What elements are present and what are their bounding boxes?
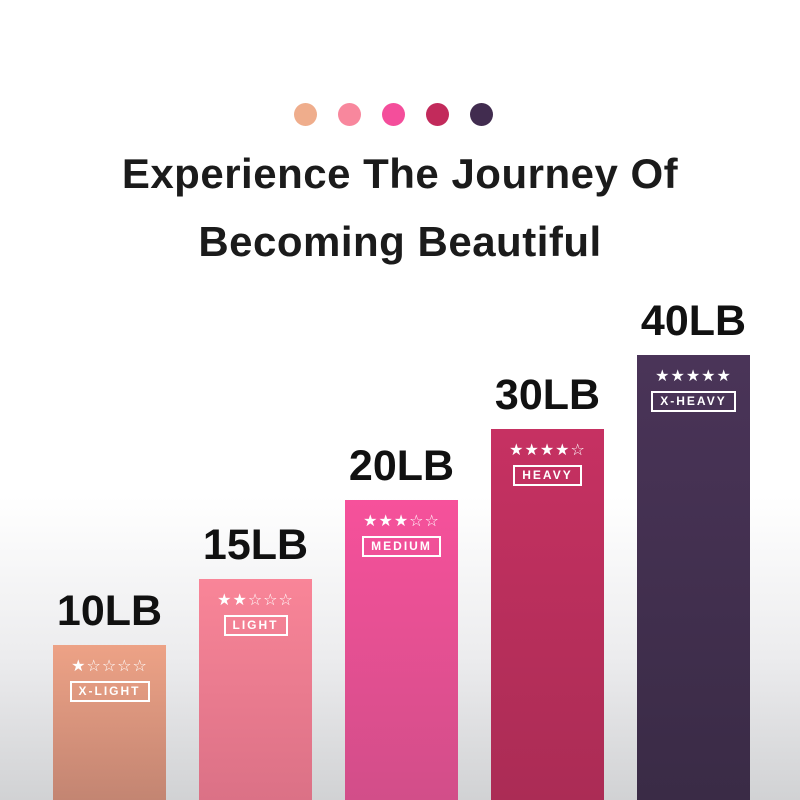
palette-dots	[294, 103, 493, 126]
palette-dot-3	[382, 103, 405, 126]
bar-20lb: ★★★☆☆ MEDIUM	[345, 500, 458, 800]
resistance-badge: HEAVY	[513, 465, 582, 486]
palette-dot-4	[426, 103, 449, 126]
title-line-2: Becoming Beautiful	[198, 218, 602, 265]
title-line-1: Experience The Journey Of	[121, 150, 679, 197]
star-rating: ★★★★★	[655, 366, 732, 385]
weight-label: 30LB	[494, 371, 601, 419]
resistance-badge: X-HEAVY	[651, 391, 736, 412]
bar-chart: 10LB ★☆☆☆☆ X-LIGHT 15LB ★★☆☆☆ LIGHT 20LB…	[53, 299, 750, 800]
resistance-badge: LIGHT	[223, 615, 288, 636]
bar-10lb: ★☆☆☆☆ X-LIGHT	[53, 645, 166, 800]
weight-label: 40LB	[640, 297, 747, 345]
star-rating: ★★★☆☆	[363, 511, 440, 530]
weight-label: 15LB	[202, 521, 309, 569]
star-rating: ★☆☆☆☆	[71, 656, 148, 675]
weight-label: 20LB	[348, 442, 455, 490]
bar-column-15lb: 15LB ★★☆☆☆ LIGHT	[199, 523, 312, 800]
page-title: Experience The Journey Of Becoming Beaut…	[0, 140, 800, 276]
bar-column-10lb: 10LB ★☆☆☆☆ X-LIGHT	[53, 589, 166, 800]
bar-15lb: ★★☆☆☆ LIGHT	[199, 579, 312, 800]
star-rating: ★★★★☆	[509, 440, 586, 459]
resistance-badge: MEDIUM	[362, 536, 441, 557]
resistance-badge: X-LIGHT	[69, 681, 150, 702]
bar-40lb: ★★★★★ X-HEAVY	[637, 355, 750, 800]
palette-dot-2	[338, 103, 361, 126]
bar-column-30lb: 30LB ★★★★☆ HEAVY	[491, 373, 604, 800]
palette-dot-5	[470, 103, 493, 126]
star-rating: ★★☆☆☆	[217, 590, 294, 609]
bar-30lb: ★★★★☆ HEAVY	[491, 429, 604, 800]
bar-column-40lb: 40LB ★★★★★ X-HEAVY	[637, 299, 750, 800]
palette-dot-1	[294, 103, 317, 126]
weight-label: 10LB	[56, 587, 163, 635]
bar-column-20lb: 20LB ★★★☆☆ MEDIUM	[345, 444, 458, 800]
